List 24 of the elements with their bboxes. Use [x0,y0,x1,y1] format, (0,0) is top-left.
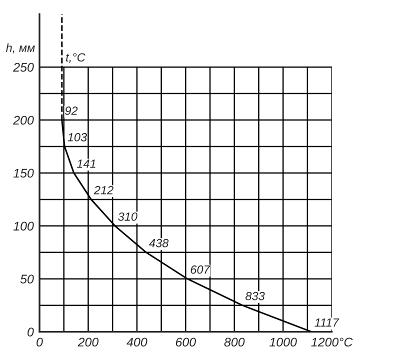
y-tick-label: 0 [28,328,34,336]
y-tick-label: 200 [13,116,34,125]
x-tick-label: 400 [126,338,148,347]
annotation: 438 [149,238,169,248]
y-tick-label: 50 [20,274,34,284]
x-tick-label: 1000 [270,338,297,347]
y-tick-label: 250 [13,62,34,72]
x-tick-label: 1200°C [311,338,353,347]
annotation: 103 [68,133,87,142]
annotation: 92 [65,106,78,115]
annotation: 607 [190,265,210,274]
ref-line-label: t,°C [66,53,86,63]
x-tick-label: 800 [224,338,245,347]
y-tick-label: 150 [13,168,34,178]
annotation: 141 [76,160,96,168]
x-tick-label: 600 [176,338,196,347]
y-tick-label: 100 [13,222,34,231]
y-axis-title: h, мм [6,43,35,54]
annotation: 212 [94,186,114,194]
x-tick-label: 200 [78,338,99,347]
x-tick-label: 0 [36,338,43,347]
annotation: 310 [118,212,138,221]
annotation: 1117 [314,318,340,327]
annotation: 833 [245,292,265,300]
